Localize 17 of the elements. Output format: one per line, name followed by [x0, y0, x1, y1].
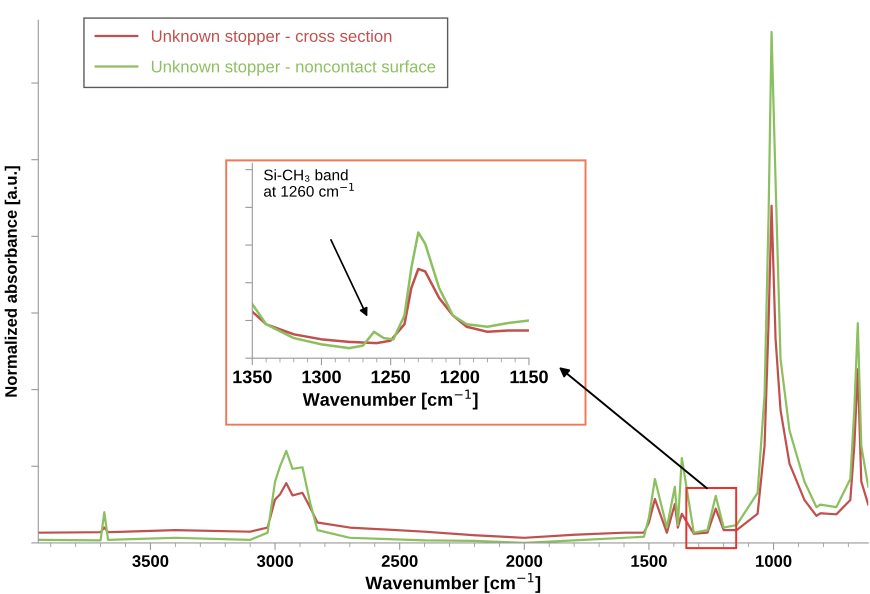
- x-tick-label: 1350: [233, 370, 272, 384]
- x-tick-label: 3000: [256, 555, 293, 567]
- x-axis-title: Wavenumber [cm$^{−1}$]: [302, 390, 478, 410]
- x-tick-label: 1300: [302, 370, 341, 384]
- x-tick-label: 2500: [382, 555, 418, 567]
- annotation: Si-CH₃ band at 1260 cm$^{−1}$: [264, 169, 354, 197]
- x-tick-label: 1200: [440, 370, 480, 384]
- x-tick-label: 1250: [372, 370, 410, 384]
- x-tick-label: 3500: [132, 555, 168, 567]
- legend-label: Unknown stopper - cross section: [152, 30, 392, 46]
- y-axis-title: Normalized absorbance [a.u.]: [4, 166, 20, 397]
- x-tick-label: 2000: [506, 555, 542, 567]
- x-tick-label: 1500: [631, 555, 667, 567]
- x-tick-label: 1000: [756, 555, 792, 567]
- x-axis-title: Wavenumber [cm$^{−1}$]: [365, 573, 540, 593]
- legend-label: Unknown stopper - noncontact surface: [152, 60, 436, 76]
- x-tick-label: 1150: [510, 370, 548, 384]
